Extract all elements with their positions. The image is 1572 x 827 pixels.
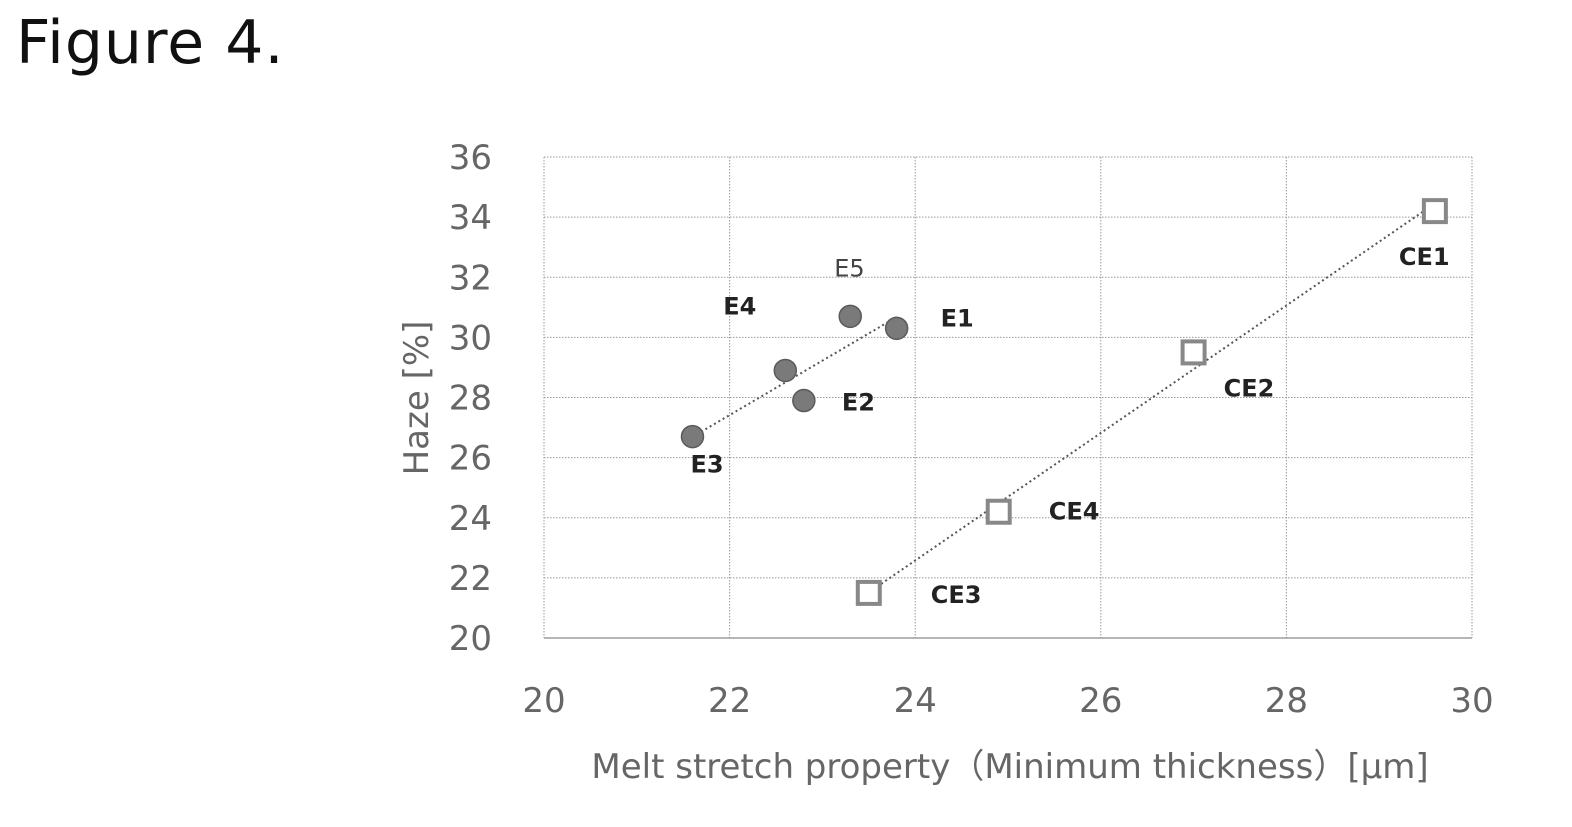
point-label-ce3: CE3	[931, 581, 982, 609]
x-tick-label: 28	[1265, 681, 1308, 721]
x-tick-label: 22	[708, 681, 751, 721]
y-axis-label: Haze [%]	[397, 321, 437, 476]
data-point-ce2	[1180, 339, 1207, 366]
x-tick-label: 24	[894, 681, 937, 721]
data-point-e2	[792, 388, 816, 413]
data-point-ce3	[855, 579, 882, 606]
y-tick-label: 22	[449, 559, 492, 599]
point-label-e3: E3	[690, 451, 723, 479]
y-tick-label: 20	[449, 619, 492, 659]
point-label-ce1: CE1	[1399, 243, 1450, 271]
figure-title: Figure 4.	[16, 8, 285, 78]
point-label-ce2: CE2	[1224, 374, 1275, 402]
point-label-e4: E4	[723, 292, 756, 320]
x-tick-label: 26	[1079, 681, 1122, 721]
y-tick-label: 32	[449, 258, 492, 298]
trend-line	[868, 202, 1436, 594]
y-tick-label: 24	[449, 499, 492, 539]
x-axis-label: Melt stretch property（Minimum thickness）…	[591, 747, 1428, 787]
x-tick-label: 20	[522, 681, 565, 721]
data-point-e4	[773, 358, 798, 383]
y-tick-label: 28	[449, 379, 492, 419]
data-points	[680, 198, 1448, 606]
point-labels: E1 E2 E3 E4 E5 CE1 CE2 CE3 CE4	[690, 243, 1449, 609]
x-tick-label: 30	[1450, 681, 1493, 721]
y-tick-label: 36	[449, 138, 492, 178]
y-tick-label: 34	[449, 198, 492, 238]
data-point-e5	[838, 304, 862, 329]
data-point-e1	[884, 316, 909, 341]
grid-lines	[543, 156, 1473, 639]
point-label-ce4: CE4	[1049, 498, 1100, 526]
data-point-ce1	[1421, 198, 1448, 225]
data-point-ce4	[985, 498, 1012, 525]
point-label-e2: E2	[842, 389, 875, 417]
data-point-e3	[680, 424, 705, 449]
point-label-e5: E5	[834, 254, 864, 282]
x-tick-labels: 20 22 24 26 28 30	[522, 681, 1493, 721]
y-tick-label: 26	[449, 439, 492, 479]
y-tick-labels: 20 22 24 26 28 30 32 34 36	[449, 138, 492, 659]
y-tick-label: 30	[449, 318, 492, 358]
point-label-e1: E1	[941, 304, 974, 332]
